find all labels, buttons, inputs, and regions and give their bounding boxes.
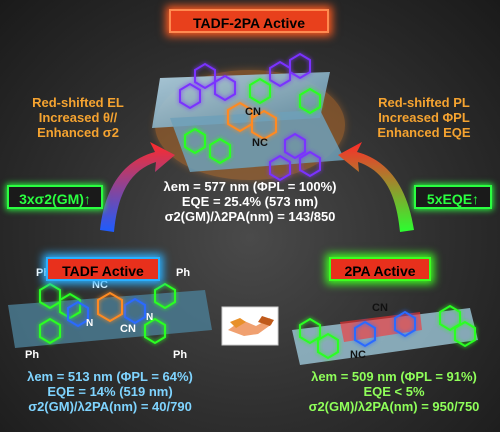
curved-arrow-right-icon: [338, 142, 414, 232]
twopa-stat-1: λem = 509 nm (ΦPL = 91%): [311, 369, 477, 384]
ph-label-2: Ph: [176, 267, 190, 279]
handshake-icon: [221, 306, 279, 346]
tadf-stats: λem = 513 nm (ΦPL = 64%) EQE = 14% (519 …: [10, 369, 210, 415]
twopa-badge: 2PA Active: [329, 257, 431, 281]
nc-label-right: NC: [350, 349, 366, 361]
ph-label-4: Ph: [173, 349, 187, 361]
nc-label-left: NC: [92, 279, 108, 291]
right-effect-1: Red-shifted PL: [378, 95, 470, 110]
right-effect-3: Enhanced EQE: [377, 124, 471, 140]
tadf-molecule: Ph Ph Ph Ph NC CN N N: [8, 267, 212, 361]
right-arrow-badge: 5xEQE↑: [414, 185, 492, 209]
twopa-molecule: CN NC: [292, 302, 478, 365]
twopa-stat-3: σ2(GM)/λ2PA(nm) = 950/750: [308, 398, 480, 414]
cn-label-right: CN: [372, 302, 388, 314]
twopa-stat-2: EQE < 5%: [363, 383, 425, 399]
left-effect-3: Enhanced σ2: [37, 124, 119, 140]
left-effect-1: Red-shifted EL: [32, 95, 124, 110]
center-stat-1: λem = 577 nm (ΦPL = 100%): [163, 179, 337, 194]
twopa-stats: λem = 509 nm (ΦPL = 91%) EQE < 5% σ2(GM)…: [296, 369, 492, 415]
ph-label-3: Ph: [25, 349, 39, 361]
right-effect-2: Increased ΦPL: [378, 109, 470, 125]
nc-label-bottom: NC: [252, 137, 268, 149]
n-label-1: N: [86, 318, 93, 329]
tadf-badge: TADF Active: [46, 257, 160, 281]
n-label-2: N: [146, 312, 153, 323]
left-effect-2: Increased θ//: [38, 109, 118, 125]
tadf-stat-1: λem = 513 nm (ΦPL = 64%): [27, 369, 193, 384]
curved-arrow-left-icon: [100, 142, 175, 232]
tadf-stat-3: σ2(GM)/λ2PA(nm) = 40/790: [28, 398, 192, 414]
center-stats: λem = 577 nm (ΦPL = 100%) EQE = 25.4% (5…: [145, 179, 355, 225]
center-stat-3: σ2(GM)/λ2PA(nm) = 143/850: [164, 208, 336, 224]
left-arrow-badge: 3xσ2(GM)↑: [7, 185, 103, 209]
title-badge: TADF-2PA Active: [169, 9, 329, 33]
central-molecule: CN NC: [152, 52, 345, 182]
tadf-stat-2: EQE = 14% (519 nm): [47, 383, 173, 399]
cn-label-top: CN: [245, 106, 261, 118]
left-effects: Red-shifted EL Increased θ// Enhanced σ2: [18, 95, 138, 141]
cn-label-left: CN: [120, 323, 136, 335]
center-stat-2: EQE = 25.4% (573 nm): [181, 193, 319, 209]
right-effects: Red-shifted PL Increased ΦPL Enhanced EQ…: [362, 95, 486, 141]
